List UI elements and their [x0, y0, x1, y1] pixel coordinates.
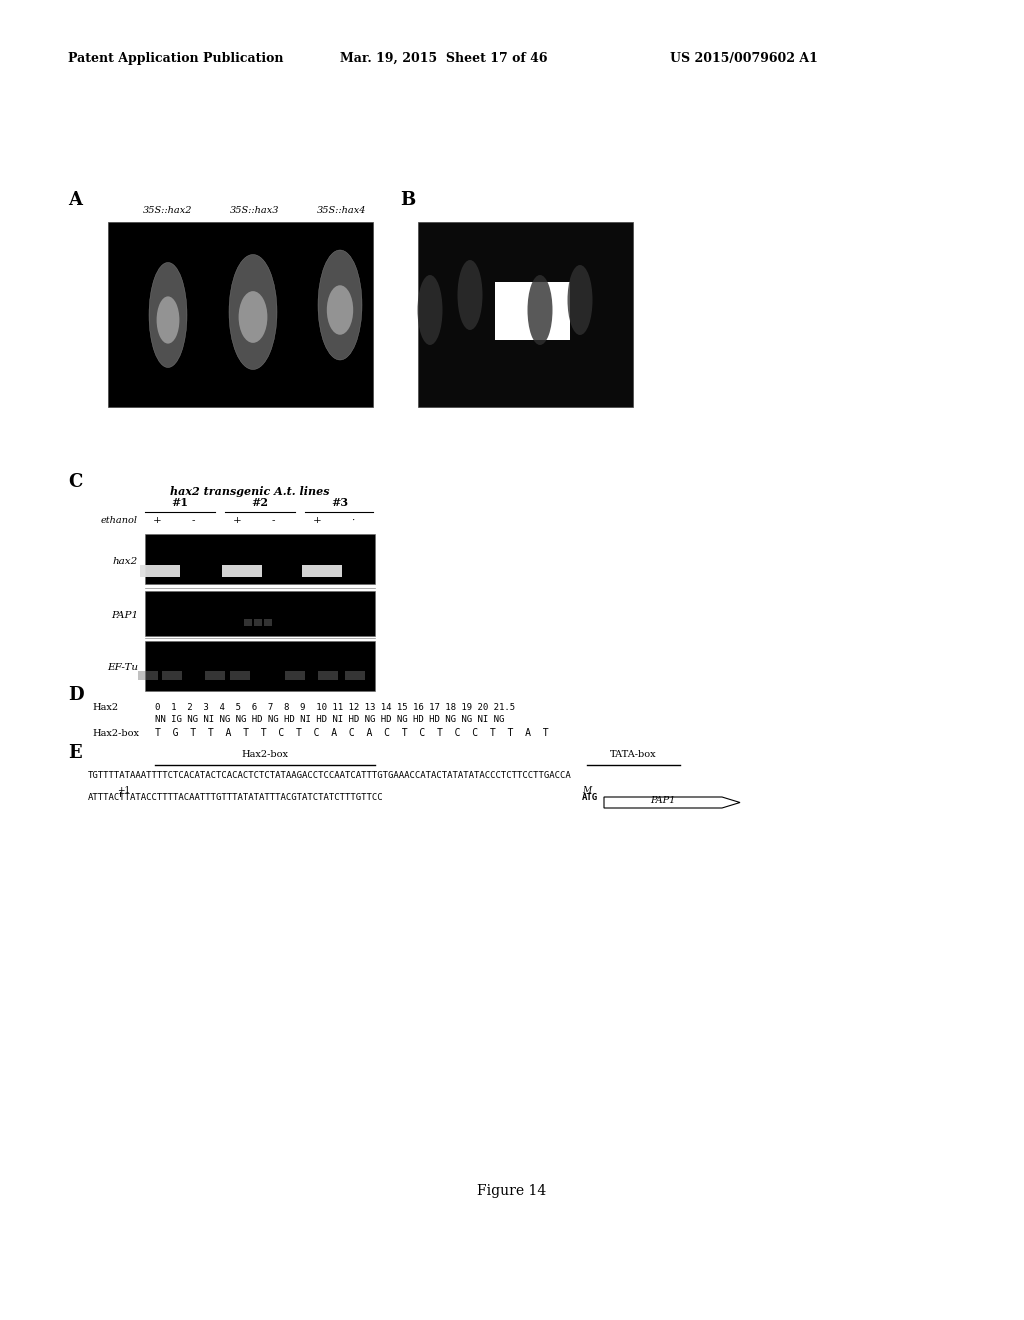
Bar [145, 642, 375, 690]
Ellipse shape [229, 255, 278, 370]
Text: #1: #1 [171, 498, 188, 508]
Text: +1: +1 [117, 785, 130, 795]
Text: -: - [271, 516, 274, 525]
Polygon shape [604, 797, 740, 808]
Text: T  G  T  T  A  T  T  C  T  C  A  C  A  C  T  C  T  C  C  T  T  A  T: T G T T A T T C T C A C A C T C T C C T … [155, 729, 549, 738]
Ellipse shape [418, 275, 442, 345]
Text: 35S::hax2: 35S::hax2 [143, 206, 193, 215]
Bar [140, 565, 180, 577]
Bar [302, 565, 342, 577]
Bar [345, 671, 365, 680]
Text: #2: #2 [252, 498, 268, 508]
Ellipse shape [150, 263, 187, 367]
Bar [230, 671, 250, 680]
Text: -: - [191, 516, 195, 525]
Ellipse shape [327, 285, 353, 335]
Text: M: M [582, 785, 591, 795]
Text: B: B [400, 191, 416, 209]
Text: ATTTACTTATACCTTTTACAATTTGTTTATATATTTACGTATCTATCTTTGTTCC: ATTTACTTATACCTTTTACAATTTGTTTATATATTTACGT… [88, 793, 384, 803]
Text: D: D [68, 686, 84, 704]
Text: Patent Application Publication: Patent Application Publication [68, 51, 284, 65]
Text: ethanol: ethanol [101, 516, 138, 525]
Text: #3: #3 [332, 498, 348, 508]
Text: US 2015/0079602 A1: US 2015/0079602 A1 [670, 51, 818, 65]
Text: TATA-box: TATA-box [609, 750, 656, 759]
Text: +: + [312, 516, 322, 525]
Text: ATG: ATG [582, 793, 598, 803]
Bar [285, 671, 305, 680]
Text: 35S::hax4: 35S::hax4 [317, 206, 367, 215]
Text: 35S::hax3: 35S::hax3 [230, 206, 280, 215]
Text: TGTTTTATAAATTTTCTCACATACTCACACTCTCTATAAGACCTCCAATCATTTGTGAAACCATACTATATATACCCTCT: TGTTTTATAAATTTTCTCACATACTCACACTCTCTATAAG… [88, 771, 571, 780]
Text: NN IG NG NI NG NG HD NG HD NI HD NI HD NG HD NG HD HD NG NG NI NG: NN IG NG NI NG NG HD NG HD NI HD NI HD N… [155, 715, 505, 723]
Bar [244, 619, 252, 626]
Text: 0  1  2  3  4  5  6  7  8  9  10 11 12 13 14 15 16 17 18 19 20 21.5: 0 1 2 3 4 5 6 7 8 9 10 11 12 13 14 15 16… [155, 704, 515, 711]
Bar [145, 535, 375, 583]
Bar [205, 671, 225, 680]
Text: Hax2: Hax2 [92, 704, 118, 711]
Text: +: + [232, 516, 242, 525]
Text: hax2 transgenic A.t. lines: hax2 transgenic A.t. lines [170, 486, 330, 498]
Bar [318, 671, 338, 680]
Bar [418, 222, 633, 407]
Ellipse shape [458, 260, 482, 330]
Text: PAP1: PAP1 [650, 796, 676, 805]
Ellipse shape [157, 297, 179, 343]
Text: Figure 14: Figure 14 [477, 1184, 547, 1199]
Bar [108, 222, 373, 407]
Ellipse shape [239, 292, 267, 343]
Text: E: E [68, 744, 82, 762]
Text: Hax2-box: Hax2-box [242, 750, 289, 759]
Bar [264, 619, 272, 626]
Text: hax2: hax2 [113, 557, 138, 565]
Bar [254, 619, 262, 626]
Text: Hax2-box: Hax2-box [92, 729, 139, 738]
Ellipse shape [567, 265, 593, 335]
Text: ·: · [351, 516, 354, 525]
Text: Mar. 19, 2015  Sheet 17 of 46: Mar. 19, 2015 Sheet 17 of 46 [340, 51, 548, 65]
Ellipse shape [527, 275, 553, 345]
Bar [222, 565, 262, 577]
Text: EF-Tu: EF-Tu [106, 664, 138, 672]
Text: A: A [68, 191, 82, 209]
Bar [162, 671, 182, 680]
Text: C: C [68, 473, 82, 491]
Bar [138, 671, 158, 680]
Bar [495, 282, 570, 341]
Bar [145, 591, 375, 636]
Text: PAP1: PAP1 [111, 610, 138, 619]
Text: +: + [153, 516, 162, 525]
Ellipse shape [318, 249, 362, 360]
